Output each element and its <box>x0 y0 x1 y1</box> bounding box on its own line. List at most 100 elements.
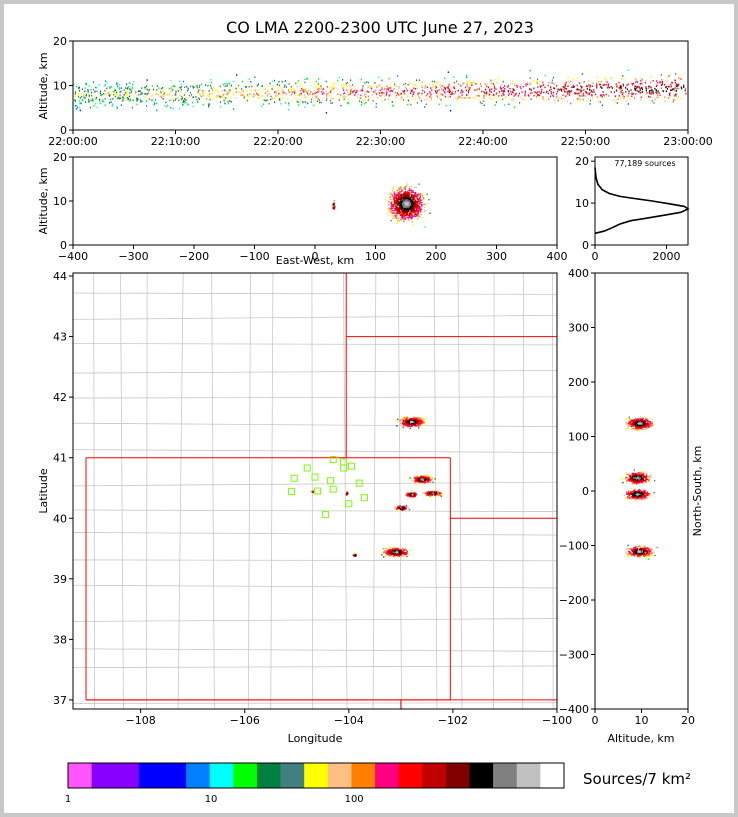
source-point <box>678 77 680 79</box>
lma-station <box>288 488 296 496</box>
source-point <box>396 425 398 427</box>
source-point <box>484 88 487 91</box>
county-line <box>73 314 557 320</box>
source-point <box>634 89 636 92</box>
source-point <box>452 93 454 95</box>
source-point <box>666 80 668 82</box>
source-point <box>564 84 567 86</box>
source-point <box>394 207 396 210</box>
source-point <box>415 479 417 481</box>
source-point <box>467 81 469 84</box>
source-point <box>641 550 644 552</box>
source-point <box>541 90 543 93</box>
source-point <box>611 87 613 89</box>
source-point <box>632 553 634 555</box>
source-point <box>616 85 618 88</box>
source-point <box>639 552 641 555</box>
source-point <box>208 95 210 97</box>
source-point <box>401 547 404 550</box>
source-point <box>114 95 116 98</box>
source-point <box>640 77 642 80</box>
source-point <box>343 95 345 97</box>
source-point <box>536 82 538 84</box>
source-point <box>406 182 409 184</box>
source-point <box>427 476 429 479</box>
source-point <box>643 496 645 498</box>
hist-tick-label: 0 <box>592 250 599 263</box>
source-point <box>634 475 636 477</box>
source-point <box>683 84 685 87</box>
source-point <box>410 209 412 212</box>
source-point <box>419 197 421 199</box>
source-point <box>136 100 138 102</box>
source-point <box>319 86 321 89</box>
plan-view-ylabel: Latitude <box>37 468 50 514</box>
source-point <box>677 96 680 98</box>
source-point <box>88 94 90 96</box>
altitude-histogram-line <box>594 167 690 235</box>
source-point <box>254 90 257 92</box>
source-point <box>399 207 402 209</box>
colorbar-cell <box>256 763 281 788</box>
source-point <box>91 94 93 97</box>
source-point <box>116 83 118 85</box>
source-point <box>576 77 578 80</box>
source-point <box>402 549 405 551</box>
source-point <box>308 89 310 91</box>
source-point <box>392 105 394 107</box>
source-point <box>354 554 357 557</box>
source-point <box>543 84 545 86</box>
source-point <box>169 94 171 96</box>
source-point <box>76 85 78 88</box>
source-point <box>408 188 411 190</box>
source-point <box>459 96 461 99</box>
source-point <box>402 420 405 422</box>
source-point <box>493 86 496 88</box>
lat-tick-label: 43 <box>53 331 67 344</box>
county-line <box>372 273 377 709</box>
source-point <box>541 85 543 87</box>
source-point <box>390 82 392 84</box>
source-point <box>387 207 390 209</box>
source-point <box>644 82 647 84</box>
source-point <box>496 92 498 95</box>
source-point <box>622 92 624 94</box>
source-point <box>406 191 409 193</box>
source-point <box>416 213 418 215</box>
source-point <box>538 91 540 93</box>
colorbar-cell <box>351 763 376 788</box>
source-point <box>246 90 248 92</box>
ew-tick-label: 300 <box>486 250 507 263</box>
source-point <box>170 79 172 82</box>
source-point <box>240 92 242 94</box>
source-point <box>389 90 391 93</box>
source-point <box>321 88 323 91</box>
source-point <box>409 212 411 214</box>
source-point <box>330 90 332 92</box>
lma-station <box>345 500 353 508</box>
source-point <box>633 490 636 492</box>
source-point <box>408 216 410 218</box>
source-point <box>626 482 628 484</box>
source-point <box>224 89 226 92</box>
source-point <box>410 418 413 421</box>
source-point <box>483 100 485 102</box>
source-point <box>477 94 479 97</box>
source-point <box>409 92 412 94</box>
source-point <box>570 90 572 92</box>
source-point <box>169 91 171 94</box>
source-point <box>630 493 633 495</box>
source-point <box>639 474 641 477</box>
source-point <box>253 93 255 95</box>
source-point <box>398 187 400 189</box>
county-line <box>73 449 557 453</box>
source-point <box>276 92 278 95</box>
source-point <box>252 95 254 98</box>
source-point <box>396 217 398 219</box>
source-point <box>351 84 353 86</box>
source-point <box>627 479 629 482</box>
source-point <box>456 98 458 101</box>
source-point <box>619 88 621 91</box>
source-point <box>637 419 639 421</box>
